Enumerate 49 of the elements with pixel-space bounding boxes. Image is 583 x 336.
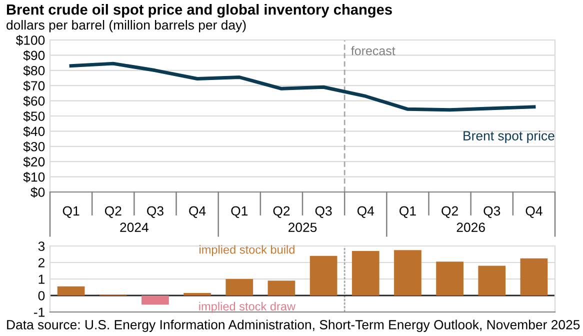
y-tick-label: 1 [38, 274, 44, 284]
bar [520, 258, 548, 296]
annotation: implied stock draw [199, 302, 296, 313]
bar [394, 250, 422, 296]
x-tick-label: Q3 [484, 206, 500, 218]
annotation: implied stock build [200, 245, 294, 256]
y-tick-label: 0 [38, 291, 45, 300]
chart-subtitle: dollars per barrel (million barrels per day) [6, 20, 246, 32]
bar [478, 266, 506, 296]
y-tick-label: $70 [23, 80, 45, 92]
x-tick-label: Q2 [442, 206, 458, 218]
x-tick-label: Q1 [62, 206, 80, 218]
bar [310, 256, 338, 296]
bar [352, 250, 380, 296]
x-tick-label: Q3 [147, 206, 164, 218]
y-tick-label: $90 [23, 50, 45, 61]
text: 2025 [288, 222, 317, 232]
y-tick-label: $100 [16, 35, 45, 46]
y-tick-label: 3 [38, 242, 45, 251]
y-tick-label: 2 [38, 258, 44, 268]
bar [57, 286, 85, 296]
line-series [69, 62, 536, 112]
annotation: forecast [351, 46, 396, 56]
y-tick-label: $40 [23, 126, 45, 137]
y-tick-label: $0 [30, 187, 45, 198]
bar [268, 280, 296, 296]
y-tick-label: $30 [23, 141, 45, 152]
x-tick-label: Q4 [526, 206, 542, 218]
x-tick-label: Q1 [231, 206, 248, 218]
x-tick-label: Q4 [189, 206, 206, 218]
bar [142, 296, 169, 305]
bar [226, 279, 254, 296]
text: 2026 [456, 222, 485, 232]
x-tick-label: Q2 [273, 206, 290, 218]
y-tick-label: $60 [23, 96, 45, 106]
y-tick-label: -1 [34, 308, 44, 317]
chart-title: Brent crude oil spot price and global inventory changes [6, 4, 392, 18]
y-tick-label: $20 [23, 156, 45, 168]
x-tick-label: Q2 [104, 206, 122, 218]
x-tick-label: Q1 [400, 206, 416, 218]
y-tick-label: $80 [23, 65, 45, 76]
y-tick-label: $50 [23, 111, 45, 122]
source-note: Data source: U.S. Energy Information Administration, Short-Term Energy Outlook, November 2025 [7, 320, 580, 332]
x-tick-label: Q4 [357, 206, 374, 218]
x-tick-label: Q3 [315, 206, 332, 218]
text: 2024 [120, 222, 148, 232]
y-tick-label: $10 [23, 172, 45, 182]
bar [436, 262, 464, 296]
series-label: Brent spot price [464, 130, 554, 144]
